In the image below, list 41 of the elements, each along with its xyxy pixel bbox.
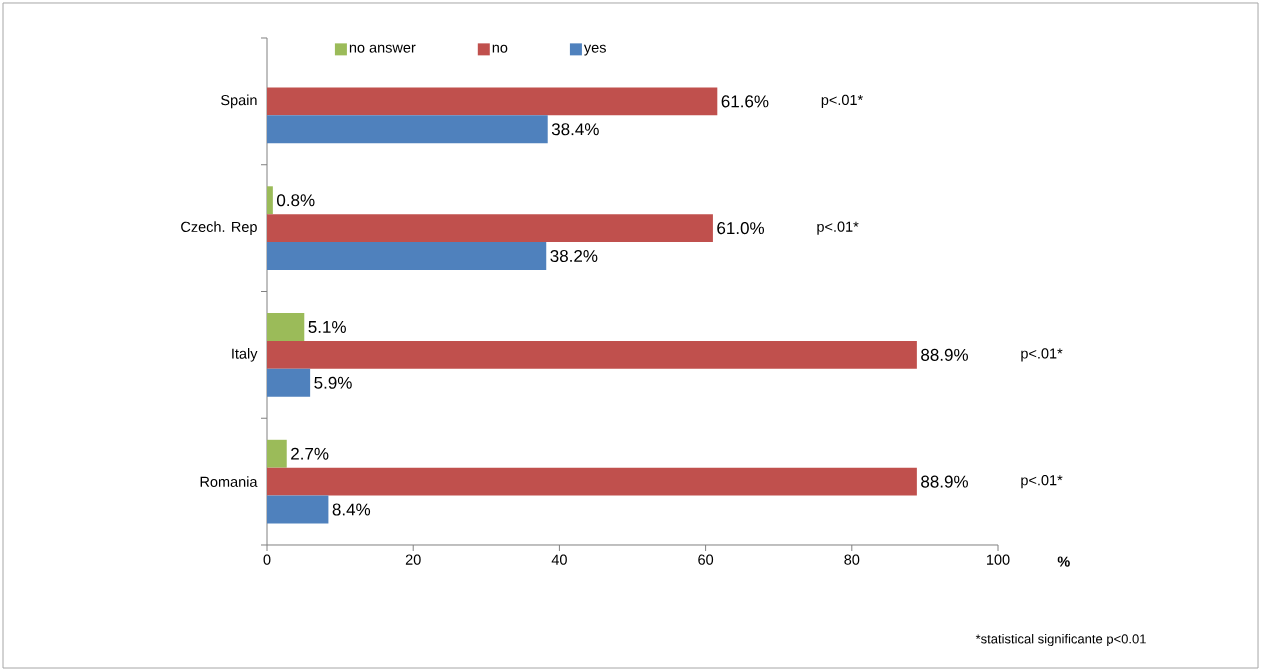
x-tick-label: 80: [844, 554, 860, 565]
data-label: 8.4%: [332, 503, 371, 516]
bar: [267, 242, 547, 270]
legend-label: yes: [583, 44, 606, 56]
bar: [267, 439, 287, 468]
x-tick-label: 20: [405, 554, 421, 565]
data-label: 38.2%: [550, 249, 598, 263]
x-tick-label: 60: [698, 554, 714, 565]
data-label: 2.7%: [291, 447, 329, 460]
y-tick-label: Czech. Rep: [181, 221, 257, 235]
x-axis-title: %: [1057, 556, 1070, 567]
data-label: 5.9%: [314, 376, 352, 389]
y-tick-label: Italy: [232, 348, 258, 362]
legend-label: no answer: [349, 44, 416, 53]
annotation: p<.01*: [817, 221, 859, 235]
data-label: 38.4%: [551, 123, 599, 136]
data-label: 0.8%: [277, 194, 315, 207]
y-tick-label: Spain: [221, 94, 257, 109]
bar: [267, 87, 718, 116]
text: *statistical significante p<0.01: [975, 633, 1146, 647]
data-label: 5.1%: [308, 321, 346, 333]
bar: [267, 368, 311, 397]
bar: [267, 313, 305, 341]
data-label: 61.6%: [721, 95, 769, 108]
x-tick-label: 40: [551, 554, 567, 565]
annotation: p<.01*: [821, 94, 863, 108]
bar: [267, 467, 917, 496]
text: p<.01*: [1021, 475, 1063, 489]
x-tick-label: 100: [987, 554, 1010, 565]
data-label: 88.9%: [921, 348, 968, 361]
text: p<.01*: [1021, 348, 1063, 362]
bar: [267, 495, 329, 524]
data-label: 88.9%: [921, 475, 968, 488]
bar: [267, 115, 548, 144]
data-label: 61.0%: [717, 222, 765, 235]
bar: [267, 214, 713, 243]
y-tick-label: Romania: [200, 476, 258, 487]
x-tick-label: 0: [263, 554, 271, 565]
legend-label: no: [492, 44, 508, 53]
bar: [267, 186, 273, 215]
bar: [267, 340, 917, 369]
